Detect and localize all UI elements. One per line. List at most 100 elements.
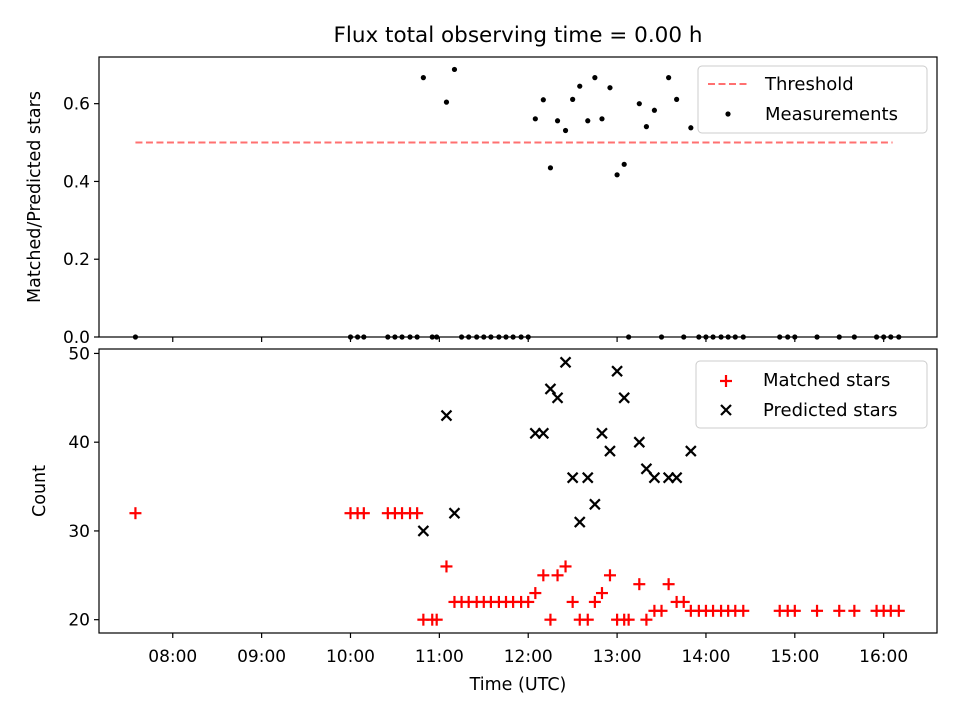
matched-star-point [892, 604, 905, 617]
legend-predicted-label: Predicted stars [763, 400, 897, 421]
predicted-star-point [417, 525, 430, 537]
count-x-tick-label: 15:00 [770, 647, 819, 667]
predicted-star-point [670, 471, 683, 484]
ratio-panel: 0.0 0.2 0.4 0.6 Matched/Predicted stars Thr… [25, 56, 938, 348]
measurement-point [585, 118, 591, 124]
matched-star-point [662, 578, 675, 591]
matched-star-point [633, 578, 646, 591]
ratio-y-ticks: 0.0 0.2 0.4 0.6 [63, 95, 99, 348]
measurement-point [666, 75, 672, 81]
predicted-star-point [633, 436, 646, 448]
measurement-point [547, 165, 554, 171]
predicted-star-point [559, 356, 572, 369]
predicted-star-point [544, 383, 557, 395]
measurement-point [540, 97, 546, 103]
matched-star-point [551, 569, 564, 582]
count-legend: Matched stars Predicted stars [695, 360, 928, 429]
x-axis-label: Time (UTC) [469, 675, 567, 695]
matched-star-point [677, 595, 690, 608]
matched-star-point [566, 595, 579, 608]
predicted-star-point [640, 463, 653, 475]
measurement-point [621, 161, 627, 167]
matched-star-point [440, 560, 453, 573]
predicted-star-point [648, 471, 661, 484]
predicted-star-point [589, 498, 601, 511]
predicted-star-point [551, 392, 564, 404]
count-plot-marks [129, 356, 905, 626]
measurement-point [443, 99, 450, 105]
measurement-point [674, 96, 680, 102]
count-y-tick-label: 20 [68, 611, 90, 631]
count-x-tick-label: 10:00 [326, 647, 375, 667]
matched-star-point [537, 569, 550, 582]
measurement-point [688, 125, 694, 131]
ratio-y-tick-label: 0.0 [63, 328, 90, 348]
measurement-point [599, 116, 605, 122]
ratio-legend-box [697, 65, 928, 134]
matched-star-point [411, 507, 424, 520]
predicted-star-point [440, 409, 453, 422]
matched-star-point [129, 507, 142, 520]
legend-predicted-swatch [720, 404, 732, 416]
measurement-point [554, 118, 561, 124]
count-legend-box [695, 360, 928, 429]
predicted-star-point [618, 392, 630, 404]
count-y-tick-label: 40 [68, 433, 90, 453]
count-y-tick-label: 50 [68, 344, 90, 364]
matched-star-point [788, 604, 801, 617]
ratio-y-tick-label: 0.6 [63, 95, 90, 115]
count-plot-frame [98, 348, 938, 634]
legend-threshold-label: Threshold [764, 74, 854, 95]
count-x-tick-label: 12:00 [504, 647, 553, 667]
ratio-y-tick-label: 0.2 [63, 250, 90, 270]
legend-measurements-label: Measurements [765, 104, 898, 125]
matched-star-point [640, 613, 653, 626]
count-x-tick-label: 08:00 [148, 647, 197, 667]
measurement-point [577, 83, 583, 89]
count-y-axis-label: Count [30, 465, 50, 517]
measurement-point [614, 172, 620, 178]
count-x-tick-label: 11:00 [415, 647, 464, 667]
matched-star-point [622, 613, 635, 626]
measurement-point [420, 75, 426, 81]
matched-star-point [833, 604, 846, 617]
measurement-point [651, 107, 658, 113]
predicted-star-point [581, 471, 594, 484]
count-y-ticks: 20 30 40 50 [68, 344, 99, 631]
matched-star-point [529, 587, 542, 600]
matched-star-point [357, 507, 370, 520]
matched-star-point [588, 595, 601, 608]
count-x-ticks: 08:00 09:00 10:00 11:00 12:00 13:00 14:00 15:00… [148, 633, 908, 667]
legend-measurements-swatch [725, 111, 731, 117]
ratio-plot-frame [98, 56, 938, 338]
predicted-star-point [566, 471, 579, 484]
measurement-point [636, 101, 642, 107]
predicted-star-point [611, 365, 623, 377]
matched-star-point [848, 604, 861, 617]
matched-star-point [522, 595, 535, 608]
count-y-tick-label: 30 [68, 522, 90, 542]
matched-star-point [544, 613, 557, 626]
count-panel: 20 30 40 50 08:00 09:00 10:00 11:00 12:00 13:00 1… [30, 344, 938, 695]
predicted-star-point [604, 445, 616, 457]
ratio-legend: Threshold Measurements [697, 65, 928, 134]
ratio-y-tick-label: 0.4 [63, 172, 90, 192]
measurement-point [562, 127, 569, 134]
matched-star-point [603, 569, 616, 582]
predicted-star-point [596, 427, 608, 440]
ratio-x-ticks [172, 337, 885, 342]
measurement-point [451, 66, 458, 73]
matched-star-point [811, 604, 824, 617]
matched-star-point [655, 604, 668, 617]
count-x-tick-label: 13:00 [593, 647, 642, 667]
count-x-tick-label: 09:00 [237, 647, 286, 667]
legend-matched-swatch [720, 375, 732, 387]
measurement-point [532, 116, 538, 122]
measurement-point [570, 96, 576, 102]
measurement-point [643, 124, 650, 130]
measurement-point [607, 85, 613, 91]
matched-star-point [737, 604, 750, 617]
predicted-star-point [448, 507, 461, 519]
ratio-y-axis-label: Matched/Predicted stars [25, 91, 45, 303]
count-x-tick-label: 16:00 [859, 647, 908, 667]
